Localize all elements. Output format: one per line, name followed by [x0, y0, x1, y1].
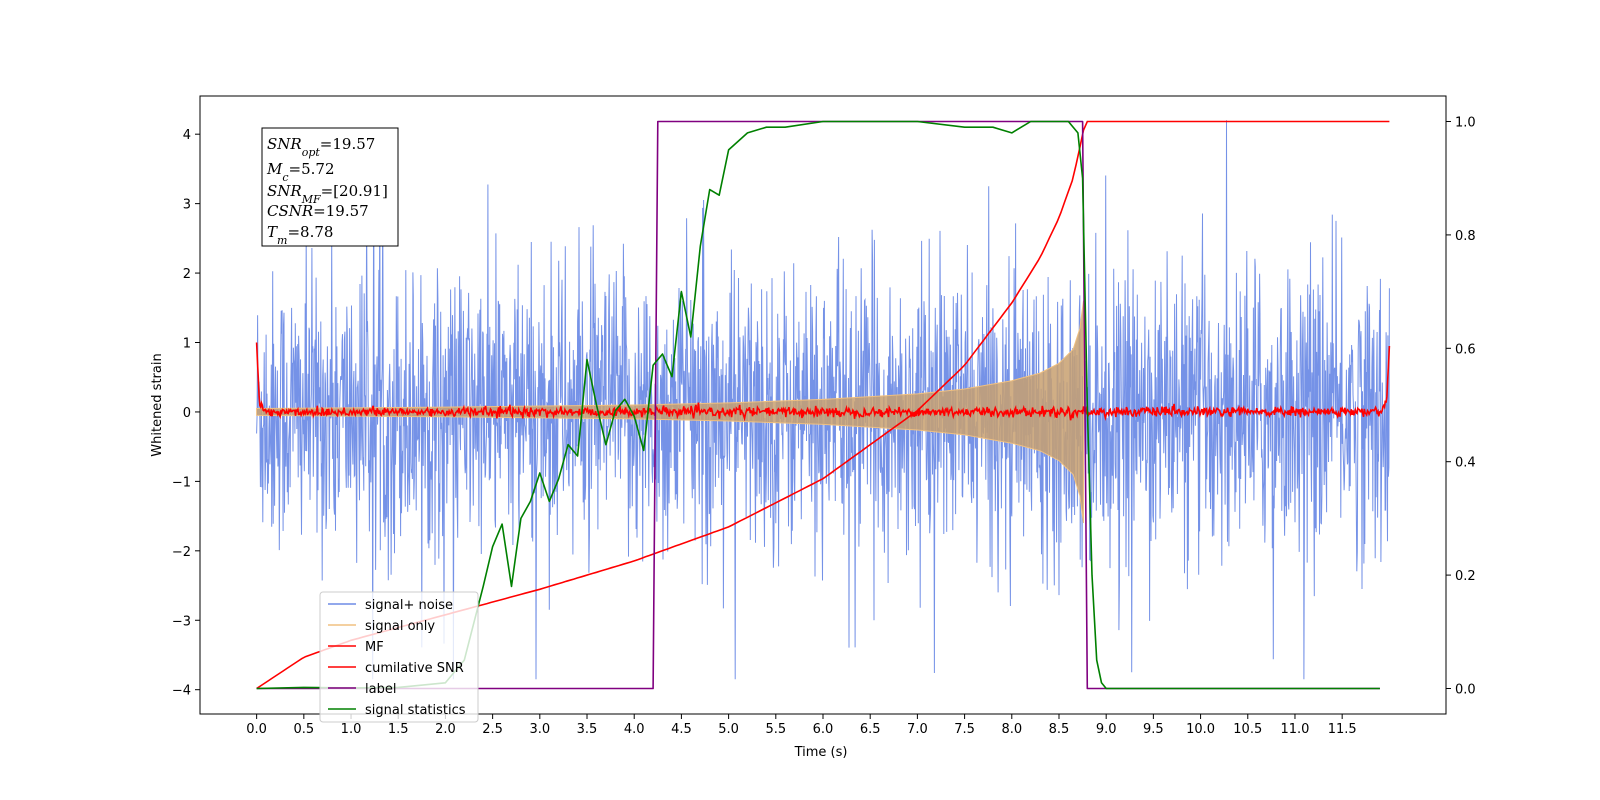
x-tick-label: 3.5 [577, 722, 598, 737]
legend-label-mf: MF [365, 640, 384, 655]
x-axis-label: Time (s) [794, 745, 848, 760]
legend-label-cumulative-snr: cumilative SNR [365, 661, 464, 676]
y2-tick-label: 1.0 [1455, 116, 1476, 131]
annotation-csnr: CSNR=19.57 [267, 202, 369, 220]
legend: signal+ noise signal only MF cumilative … [319, 591, 479, 723]
y-axis-label: Whitened strain [150, 353, 165, 456]
y-tick-label: −3 [172, 614, 191, 629]
x-tick-label: 4.5 [671, 722, 692, 737]
x-tick-label: 0.5 [293, 722, 314, 737]
y2-tick-label: 0.4 [1455, 456, 1476, 471]
y-tick-label: 4 [183, 128, 191, 143]
axis-ticks: 0.0 0.5 1.0 1.5 2.0 2.5 3.0 3.5 4.0 4.5 5.0 5.5 6.0 6… [172, 116, 1476, 737]
annotation-snr-opt: SNRopt=19.57 [267, 135, 375, 159]
x-tick-label: 2.5 [482, 722, 503, 737]
x-tick-label: 1.5 [388, 722, 409, 737]
annotation-tm: Tm=8.78 [267, 223, 333, 247]
x-tick-label: 7.5 [954, 722, 975, 737]
y-tick-label: −2 [172, 545, 191, 560]
y-tick-label: −4 [172, 684, 191, 699]
x-tick-label: 4.0 [624, 722, 645, 737]
x-tick-label: 10.5 [1233, 722, 1262, 737]
x-tick-label: 6.5 [860, 722, 881, 737]
y-tick-label: 1 [183, 337, 191, 352]
x-tick-label: 2.0 [435, 722, 456, 737]
annotation-box: SNRopt=19.57 Mc=5.72 SNRMF=[20.91] CSNR=… [261, 127, 399, 247]
series-signal-noise [256, 120, 1390, 680]
y-tick-label: 3 [183, 198, 191, 213]
x-tick-label: 9.5 [1143, 722, 1164, 737]
x-tick-label: 9.0 [1096, 722, 1117, 737]
x-tick-label: 8.5 [1049, 722, 1070, 737]
y2-tick-label: 0.2 [1455, 569, 1476, 584]
x-tick-label: 5.0 [718, 722, 739, 737]
legend-label-signal-noise: signal+ noise [365, 598, 453, 613]
x-tick-label: 5.5 [765, 722, 786, 737]
y2-tick-label: 0.8 [1455, 229, 1476, 244]
legend-frame [319, 591, 479, 723]
y-tick-label: 0 [183, 406, 191, 421]
series-signal-statistics [256, 120, 1380, 690]
y2-tick-label: 0.6 [1455, 342, 1476, 357]
legend-label-signal-only: signal only [365, 619, 435, 634]
x-tick-label: 8.0 [1001, 722, 1022, 737]
x-tick-label: 3.0 [529, 722, 550, 737]
x-tick-label: 10.0 [1186, 722, 1215, 737]
x-tick-label: 11.0 [1280, 722, 1309, 737]
x-tick-label: 6.0 [813, 722, 834, 737]
series-mf [255, 342, 1391, 422]
y-tick-label: −1 [172, 475, 191, 490]
y-tick-label: 2 [183, 267, 191, 282]
legend-label-label: label [365, 682, 396, 697]
x-tick-label: 1.0 [341, 722, 362, 737]
y2-tick-label: 0.0 [1455, 682, 1476, 697]
x-tick-label: 7.0 [907, 722, 928, 737]
legend-label-signal-statistics: signal statistics [365, 703, 466, 718]
annotation-snr-mf: SNRMF=[20.91] [267, 182, 388, 206]
x-tick-label: 11.5 [1328, 722, 1357, 737]
annotation-frame [261, 127, 399, 247]
x-tick-label: 0.0 [246, 722, 267, 737]
annotation-mc: Mc=5.72 [266, 160, 335, 184]
